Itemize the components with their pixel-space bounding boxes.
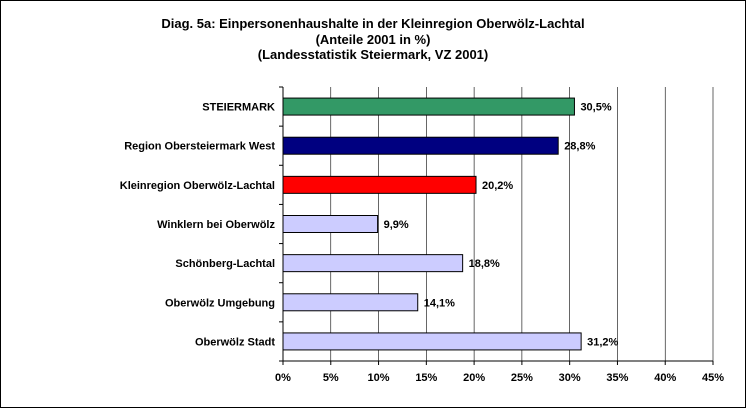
x-tick-label: 30% [559, 372, 581, 384]
data-label: 20,2% [482, 180, 513, 192]
data-label: 30,5% [580, 102, 611, 114]
bar [282, 254, 464, 273]
bar [282, 215, 379, 233]
x-tick-label: 0% [275, 372, 291, 384]
x-tick-label: 10% [368, 372, 390, 384]
category-label: Region Obersteiermark West [124, 141, 275, 153]
data-label: 31,2% [587, 336, 618, 348]
chart-source: (Landesstatistik Steiermark, VZ 2001) [257, 47, 489, 62]
chart-title: Diag. 5a: Einpersonenhaushalte in der Kl… [161, 16, 585, 31]
x-tick-label: 40% [654, 372, 676, 384]
bar [282, 97, 575, 116]
data-label: 28,8% [564, 141, 595, 153]
category-label: Oberwölz Stadt [195, 336, 275, 348]
x-tick-label: 45% [702, 372, 724, 384]
bar [282, 136, 559, 155]
chart-subtitle: (Anteile 2001 in %) [315, 32, 431, 47]
x-tick-label: 15% [415, 372, 437, 384]
category-label: Oberwölz Umgebung [165, 297, 275, 309]
x-tick-label: 5% [323, 372, 339, 384]
bar [282, 175, 477, 194]
bar [282, 293, 419, 312]
x-tick-label: 20% [463, 372, 485, 384]
category-label: Kleinregion Oberwölz-Lachtal [120, 180, 275, 192]
data-label: 18,8% [469, 258, 500, 270]
data-label: 14,1% [424, 297, 455, 309]
category-label: STEIERMARK [202, 102, 275, 114]
category-label: Winklern bei Oberwölz [157, 219, 275, 231]
x-tick-label: 35% [606, 372, 628, 384]
data-label: 9,9% [384, 219, 409, 231]
x-tick-label: 25% [511, 372, 533, 384]
category-label: Schönberg-Lachtal [175, 258, 275, 270]
bar [282, 332, 582, 351]
